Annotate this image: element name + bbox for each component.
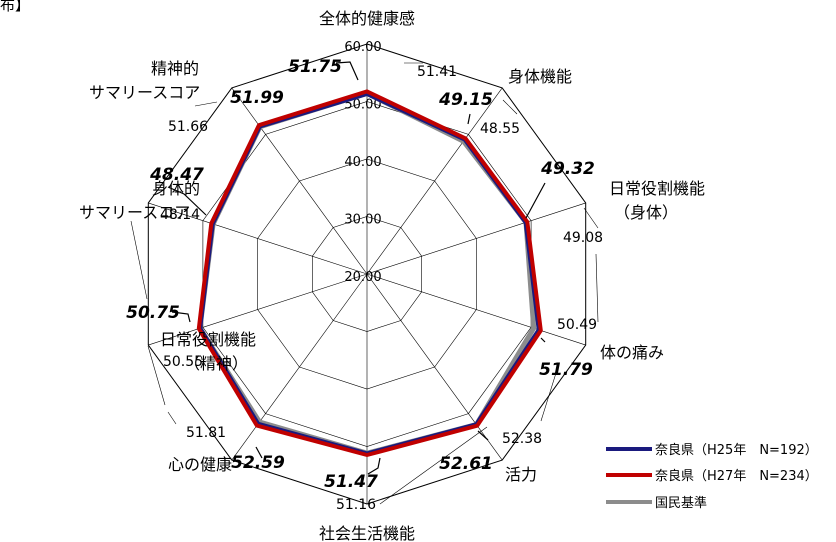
axis-category-label: 身体的 (152, 179, 200, 198)
axis-spoke (366, 202, 586, 275)
axis-category-label: 社会生活機能 (319, 524, 415, 542)
norm-leader-line (167, 411, 177, 425)
legend-label: 奈良県（H25年 N=192） (655, 442, 818, 458)
axis-spoke (366, 273, 503, 461)
h27-data-label: 49.15 (438, 90, 493, 110)
axis-spoke (148, 273, 368, 346)
tick-label: 60.00 (344, 40, 381, 55)
norm-data-label: 50.49 (557, 317, 597, 333)
h27-data-label: 51.47 (324, 472, 378, 492)
axis-spoke (231, 273, 368, 461)
h27-data-label: 52.61 (439, 454, 493, 474)
norm-data-label: 50.55 (163, 354, 203, 370)
norm-data-label: 51.81 (186, 425, 226, 441)
norm-data-label: 51.66 (168, 119, 208, 135)
norm-leader-line (130, 220, 148, 300)
norm-data-label: 49.08 (563, 230, 603, 246)
norm-leader-line (502, 99, 518, 115)
tick-label: 20.00 (344, 270, 381, 285)
axis-category-label: 全体的健康感 (319, 9, 415, 28)
h27-data-label: 48.47 (149, 165, 204, 185)
axis-category-label: 日常役割機能 (160, 330, 256, 349)
axis-category-label: 精神的 (151, 59, 199, 78)
tick-label: 30.00 (344, 213, 381, 228)
h27-data-label: 50.75 (126, 303, 180, 323)
axis-category-label: 体の痛み (600, 343, 664, 362)
series-line (196, 89, 543, 457)
axis-category-label: 身体機能 (508, 67, 572, 86)
tick-label: 50.00 (344, 98, 381, 113)
norm-leader-line (540, 372, 557, 422)
norm-leader-line (147, 345, 166, 406)
h27-data-label: 51.99 (230, 88, 284, 108)
axis-category-label: （身体） (614, 203, 678, 222)
axis-category-label: 日常役割機能 (609, 179, 705, 198)
label-leader-line (335, 61, 359, 81)
axis-category-label: （精神） (184, 354, 248, 373)
axis-category-label: 活力 (505, 465, 537, 484)
h27-data-label: 51.79 (539, 360, 593, 380)
axis-spoke (366, 87, 503, 275)
h27-data-label: 52.59 (231, 453, 285, 473)
label-leader-line (525, 182, 546, 219)
label-leader-line (167, 186, 207, 216)
tick-label: 40.00 (344, 155, 381, 170)
axis-category-label: サマリースコア (79, 203, 190, 222)
norm-data-label: 52.38 (502, 431, 542, 447)
norm-leader-line (583, 207, 599, 229)
label-leader-line (367, 457, 381, 475)
legend-label: 国民基準 (655, 495, 707, 511)
norm-data-label: 51.41 (417, 64, 457, 80)
label-leader-line (540, 337, 546, 343)
legend-label: 奈良県（H27年 N=234） (655, 468, 818, 484)
label-leader-line (171, 311, 191, 323)
norm-leader-line (595, 253, 599, 323)
norm-leader-line (379, 426, 488, 505)
axis-spoke (148, 202, 368, 275)
axis-category-label: 心の健康 (168, 455, 232, 474)
norm-data-label: 51.16 (336, 497, 376, 513)
norm-data-label: 48.14 (160, 207, 200, 223)
norm-data-label: 48.55 (480, 121, 520, 137)
norm-leader-line (194, 101, 218, 107)
axis-spoke (366, 273, 586, 346)
label-leader-line (255, 446, 263, 459)
axis-spoke (231, 87, 368, 275)
corner-title-fragment: 布】 (0, 0, 31, 14)
h27-data-label: 51.75 (288, 57, 342, 77)
h27-data-label: 49.32 (540, 159, 595, 179)
label-leader-line (467, 113, 471, 125)
axis-category-label: サマリースコア (89, 83, 200, 102)
